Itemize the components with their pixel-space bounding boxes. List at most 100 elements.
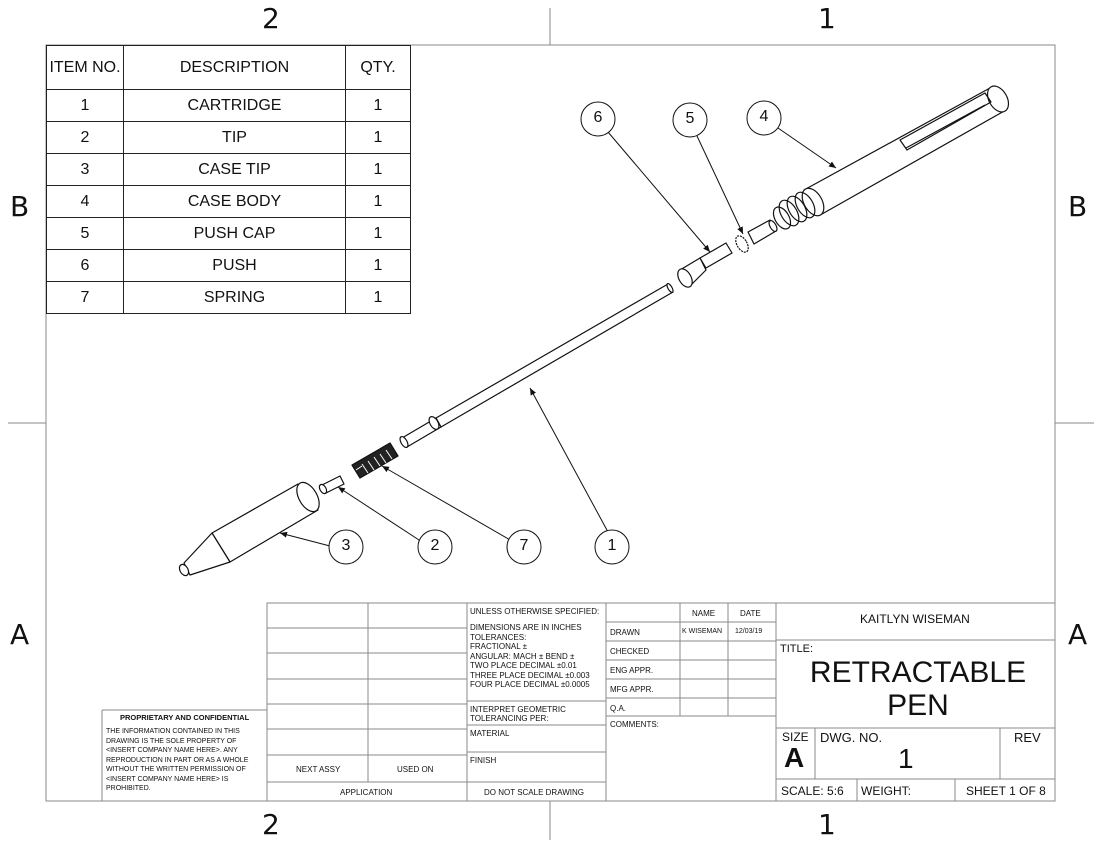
rev-label: REV (1014, 730, 1041, 745)
balloon-5 (672, 102, 708, 138)
size-value: A (784, 742, 805, 773)
zone-label-right-b: B (1068, 190, 1088, 223)
eng-appr-label: ENG APPR. (610, 666, 654, 675)
balloon-7 (506, 529, 542, 565)
push-cap-part (735, 219, 778, 253)
bom-description: TIP (123, 121, 346, 154)
checked-label: CHECKED (610, 647, 650, 656)
zone-label-bottom-right: 1 (818, 808, 836, 841)
bom-description: CASE BODY (123, 185, 346, 218)
balloon-label-4: 4 (759, 108, 769, 125)
do-not-scale-label: DO NOT SCALE DRAWING (484, 788, 585, 797)
comments-label: COMMENTS: (610, 720, 659, 729)
bom-header-description: DESCRIPTION (123, 45, 346, 90)
unless-specified: UNLESS OTHERWISE SPECIFIED: (470, 607, 600, 616)
bom-qty: 1 (345, 185, 411, 218)
bom-row: 1 CARTRIDGE 1 (46, 89, 411, 122)
balloon-label-7: 7 (519, 537, 529, 554)
balloon-label-2: 2 (430, 537, 440, 554)
zone-label-top-left: 2 (262, 2, 280, 35)
tolerance-line: TWO PLACE DECIMAL ±0.01 (470, 661, 577, 670)
balloon-label-6: 6 (593, 109, 603, 126)
case-body-part (772, 85, 1010, 230)
mfg-appr-label: MFG APPR. (610, 685, 654, 694)
tolerance-line: ANGULAR: MACH ± BEND ± (470, 651, 575, 661)
balloon-label-1: 1 (607, 537, 617, 554)
proprietary-title: PROPRIETARY AND CONFIDENTIAL (120, 713, 250, 722)
date-header: DATE (740, 609, 761, 618)
sheet-label: SHEET 1 OF 8 (966, 784, 1046, 798)
bom-row: 7 SPRING 1 (46, 281, 411, 314)
bom-item-no: 4 (46, 185, 124, 218)
bom-qty: 1 (345, 217, 411, 250)
proprietary-line: <INSERT COMPANY NAME HERE>. ANY (106, 747, 238, 754)
tolerance-line: FOUR PLACE DECIMAL ±0.0005 (470, 680, 590, 689)
bom-row: 3 CASE TIP 1 (46, 153, 411, 186)
proprietary-line: DRAWING IS THE SOLE PROPERTY OF (106, 737, 237, 745)
company-name: KAITLYN WISEMAN (860, 612, 970, 626)
balloon-6 (580, 101, 616, 137)
balloon-3 (328, 529, 364, 565)
interpret-line-1: INTERPRET GEOMETRIC (470, 705, 566, 714)
title-label: TITLE: (780, 643, 814, 655)
leader-3 (279, 531, 331, 547)
weight-label: WEIGHT: (861, 784, 911, 798)
bom-description: CASE TIP (123, 153, 346, 186)
proprietary-notice: THE INFORMATION CONTAINED IN THIS DRAWIN… (106, 727, 248, 794)
case-tip-part (178, 481, 320, 577)
interpret-line-2: TOLERANCING PER: (470, 714, 549, 723)
dwg-no-label: DWG. NO. (820, 730, 883, 745)
leader-7 (381, 465, 513, 542)
tolerance-line: THREE PLACE DECIMAL ±0.003 (470, 670, 590, 680)
zone-label-bottom-left: 2 (262, 808, 280, 841)
bom-qty: 1 (345, 249, 411, 282)
material-label: MATERIAL (470, 729, 510, 738)
bom-description: PUSH (123, 249, 346, 282)
bom-item-no: 3 (46, 153, 124, 186)
bom-item-no: 5 (46, 217, 124, 250)
bom-row: 6 PUSH 1 (46, 249, 411, 282)
proprietary-line: THE INFORMATION CONTAINED IN THIS (106, 728, 240, 735)
proprietary-line: <INSERT COMPANY NAME HERE> IS (106, 775, 229, 783)
leader-5 (696, 135, 744, 235)
zone-label-left-a: A (10, 618, 30, 651)
qa-label: Q.A. (610, 704, 627, 713)
bom-qty: 1 (345, 153, 411, 186)
tolerance-notes: DIMENSIONS ARE IN INCHES TOLERANCES: FRA… (470, 623, 590, 690)
used-on-label: USED ON (397, 765, 434, 774)
bom-item-no: 2 (46, 121, 124, 154)
size-label: SIZE (782, 730, 809, 744)
bom-row: 4 CASE BODY 1 (46, 185, 411, 218)
balloon-4 (746, 100, 782, 136)
bom-qty: 1 (345, 121, 411, 154)
proprietary-line: PROHIBITED. (106, 785, 151, 792)
bom-item-no: 6 (46, 249, 124, 282)
bom-qty: 1 (345, 89, 411, 122)
zone-label-top-right: 1 (818, 2, 836, 35)
balloon-2 (417, 529, 453, 565)
zone-label-right-a: A (1068, 618, 1088, 651)
tolerance-line: DIMENSIONS ARE IN INCHES (470, 623, 582, 632)
application-label: APPLICATION (340, 788, 393, 797)
drawing-title-line-2: PEN (887, 689, 949, 722)
bom-qty: 1 (345, 281, 411, 314)
tolerance-line: TOLERANCES: (470, 632, 527, 642)
bom-header-row: ITEM NO. DESCRIPTION QTY. (46, 45, 411, 90)
finish-label: FINISH (470, 756, 497, 765)
drawn-date: 12/03/19 (735, 628, 763, 635)
balloon-label-5: 5 (685, 110, 695, 127)
bom-item-no: 1 (46, 89, 124, 122)
leader-1 (529, 387, 609, 533)
zone-label-left-b: B (10, 190, 30, 223)
proprietary-line: REPRODUCTION IN PART OR AS A WHOLE (106, 756, 249, 764)
drawn-name: K WISEMAN (682, 628, 723, 635)
scale-label: SCALE: 5:6 (781, 784, 844, 798)
bom-row: 2 TIP 1 (46, 121, 411, 154)
drawn-label: DRAWN (610, 628, 640, 637)
bom-description: SPRING (123, 281, 346, 314)
next-assy-label: NEXT ASSY (296, 765, 341, 774)
proprietary-line: WITHOUT THE WRITTEN PERMISSION OF (106, 766, 246, 773)
push-part (677, 242, 733, 288)
